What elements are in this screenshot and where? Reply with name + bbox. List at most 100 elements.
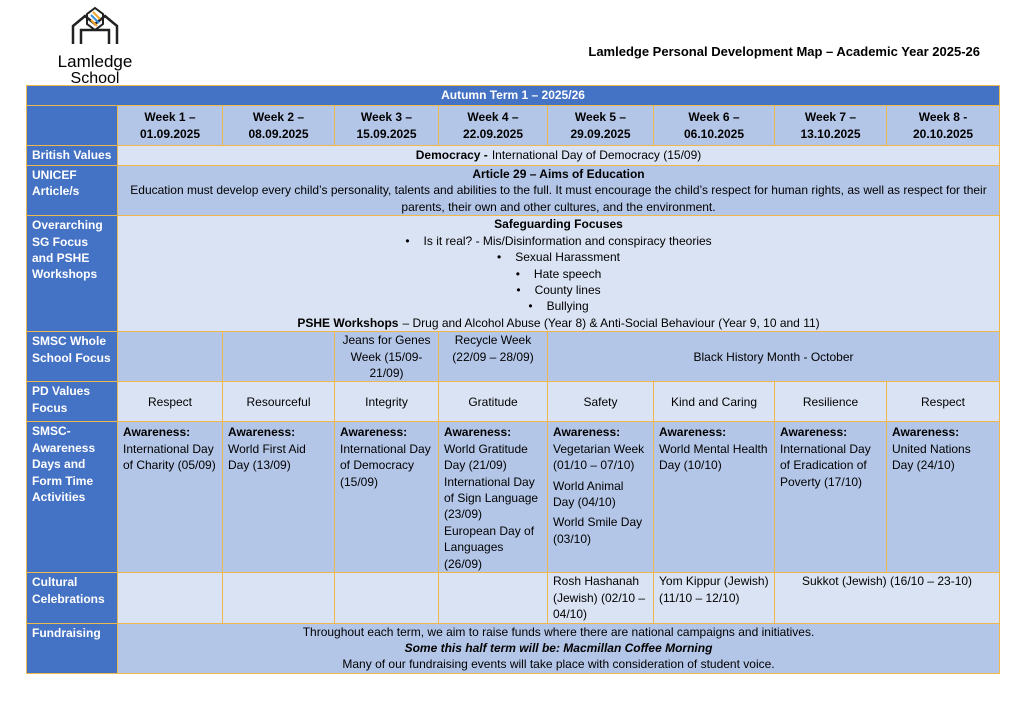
awareness-cell: Awareness: World First Aid Day (13/09) bbox=[222, 421, 335, 574]
school-name: Lamledge bbox=[57, 52, 133, 71]
week-header: Week 8 -20.10.2025 bbox=[885, 105, 1001, 146]
value-cell: Kind and Caring bbox=[653, 381, 775, 423]
week-date: 13.10.2025 bbox=[800, 126, 861, 141]
row: PD Values Focus Respect Resourceful Integri… bbox=[26, 381, 1001, 423]
awareness-item: European Day of Languages (26/09) bbox=[444, 523, 535, 571]
bullet: County lines bbox=[123, 282, 994, 298]
week-header: Week 7 –13.10.2025 bbox=[774, 105, 887, 146]
cell bbox=[117, 572, 223, 624]
week-date: 01.09.2025 bbox=[139, 126, 201, 141]
week-header: Week 3 –15.09.2025 bbox=[334, 105, 439, 146]
row: Week 1 –01.09.2025 Week 2 –08.09.2025 Week… bbox=[26, 105, 1001, 146]
bullet: Bullying bbox=[123, 298, 994, 314]
value-cell: Integrity bbox=[334, 381, 439, 423]
bullet: Hate speech bbox=[123, 266, 994, 282]
corner bbox=[26, 105, 118, 146]
week-date: 20.10.2025 bbox=[912, 126, 974, 141]
row: Cultural Celebrations Rosh Hashanah (Jew… bbox=[26, 572, 1001, 624]
heading: Article 29 – Aims of Education bbox=[472, 167, 645, 181]
awareness-item: International Day of Sign Language (23/0… bbox=[444, 474, 539, 522]
week-label: Week 8 - bbox=[918, 110, 968, 125]
row-label: Fundraising bbox=[26, 622, 118, 674]
week-date: 15.09.2025 bbox=[356, 126, 417, 141]
map-table: Autumn Term 1 – 2025/26 Week 1 –01.09.20… bbox=[25, 85, 1001, 674]
path bbox=[90, 19, 98, 27]
value-cell: Safety bbox=[547, 381, 654, 423]
row: SMSC-Awareness Days and Form Time Activi… bbox=[26, 421, 1001, 574]
heading: Safeguarding Focuses bbox=[494, 217, 623, 232]
value-cell: Resilience bbox=[774, 381, 887, 423]
cell: Rosh Hashanah (Jewish) (02/10 – 04/10) bbox=[547, 572, 654, 624]
text: International Day of Democracy (15/09) bbox=[491, 148, 702, 163]
awareness-heading: Awareness: bbox=[228, 425, 296, 440]
row-label: Cultural Celebrations bbox=[26, 572, 118, 624]
awareness-cell: Awareness: International Day of Democracy… bbox=[334, 421, 439, 574]
week-label: Week 7 – bbox=[804, 110, 857, 125]
awareness-cell: Awareness: International Day of Charity (… bbox=[117, 421, 223, 574]
awareness-heading: Awareness: bbox=[444, 425, 512, 440]
cell: Black History Month - October bbox=[546, 331, 1001, 383]
path bbox=[79, 28, 111, 44]
cell bbox=[222, 331, 335, 383]
awareness-heading: Awareness: bbox=[659, 425, 727, 440]
row-label: PD Values Focus bbox=[26, 381, 118, 423]
awareness-item: Vegetarian Week (01/10 – 07/10) bbox=[553, 441, 645, 473]
awareness-item: International Day of Charity (05/09) bbox=[123, 441, 216, 473]
cell bbox=[117, 331, 223, 383]
bold-text: PSHE Workshops bbox=[297, 315, 399, 330]
cell: Article 29 – Aims of Education Education … bbox=[116, 164, 1001, 217]
awareness-item: United Nations Day (24/10) bbox=[892, 441, 971, 473]
cell: Democracy - International Day of Democrac… bbox=[116, 145, 1001, 166]
week-header: Week 6 –06.10.2025 bbox=[653, 105, 775, 146]
bullet: Sexual Harassment bbox=[123, 249, 994, 265]
cell: Yom Kippur (Jewish) (11/10 – 12/10) bbox=[653, 572, 775, 624]
bullet-list: Is it real? - Mis/Disinformation and con… bbox=[123, 233, 994, 315]
value-cell: Resourceful bbox=[222, 381, 335, 423]
cell: Safeguarding FocusesIs it real? - Mis/Di… bbox=[116, 215, 1001, 333]
awareness-cell: Awareness: International Day of Eradicati… bbox=[774, 421, 887, 574]
awareness-heading: Awareness: bbox=[892, 425, 960, 440]
week-date: 06.10.2025 bbox=[683, 126, 745, 141]
row: British Values Democracy - International … bbox=[26, 145, 1001, 166]
page-title: Lamledge Personal Development Map – Acad… bbox=[588, 44, 980, 59]
row: SMSC Whole School Focus Jeans for Genes … bbox=[26, 331, 1001, 383]
row: Fundraising Throughout each term, we aim… bbox=[26, 622, 1001, 674]
row: UNICEF Article/s Article 29 – Aims of Ed… bbox=[26, 164, 1001, 217]
path bbox=[90, 14, 100, 24]
awareness-cell: Awareness: Vegetarian Week (01/10 – 07/10… bbox=[547, 421, 654, 574]
awareness-heading: Awareness: bbox=[780, 425, 848, 440]
tbody: Autumn Term 1 – 2025/26 Week 1 –01.09.20… bbox=[25, 85, 1001, 674]
awareness-item: World Smile Day (03/10) bbox=[553, 515, 643, 546]
week-header: Week 5 –29.09.2025 bbox=[547, 105, 654, 146]
row: Overarching SG Focus and PSHE Workshops … bbox=[26, 215, 1001, 333]
cell bbox=[438, 572, 548, 624]
awareness-item: World First Aid Day (13/09) bbox=[228, 441, 306, 473]
logo-icon bbox=[71, 6, 119, 44]
week-header: Week 1 –01.09.2025 bbox=[117, 105, 223, 146]
week-date: 22.09.2025 bbox=[462, 126, 524, 141]
awareness-heading: Awareness: bbox=[123, 425, 191, 440]
cell: Jeans for Genes Week (15/09-21/09) bbox=[334, 331, 439, 383]
text: Education must develop every child’s per… bbox=[130, 183, 987, 214]
row-label: SMSC Whole School Focus bbox=[26, 331, 118, 383]
awareness-item: International Day of Eradication of Pove… bbox=[780, 441, 871, 489]
school-sub: School bbox=[70, 70, 120, 87]
row-label: British Values bbox=[26, 145, 118, 166]
week-label: Week 3 – bbox=[360, 110, 413, 125]
awareness-item: International Day of Democracy (15/09) bbox=[340, 441, 431, 489]
week-date: 29.09.2025 bbox=[570, 126, 631, 141]
cell: Recycle Week (22/09 – 28/09) bbox=[438, 331, 548, 383]
week-label: Week 2 – bbox=[252, 110, 305, 125]
term-header: Autumn Term 1 – 2025/26 bbox=[25, 85, 1001, 106]
value-cell: Respect bbox=[885, 381, 1001, 423]
awareness-item: World Gratitude Day (21/09) bbox=[444, 441, 528, 473]
awareness-cell: Awareness: World Mental Health Day (10/10… bbox=[653, 421, 775, 574]
week-label: Week 4 – bbox=[467, 110, 519, 125]
cell: Sukkot (Jewish) (16/10 – 23-10) bbox=[773, 572, 1001, 624]
pshe: PSHE Workshops – Drug and Alcohol Abuse (… bbox=[123, 315, 994, 331]
value-cell: Gratitude bbox=[438, 381, 548, 423]
bold-text: Democracy - bbox=[415, 148, 488, 163]
week-header: Week 4 –22.09.2025 bbox=[438, 105, 548, 146]
